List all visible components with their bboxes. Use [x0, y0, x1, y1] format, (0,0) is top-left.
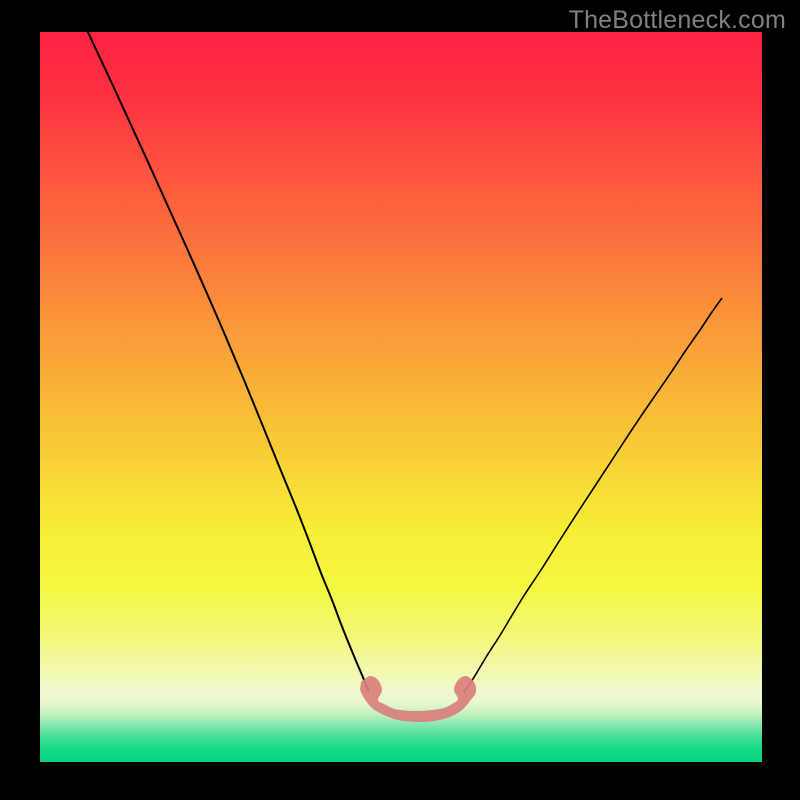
chart-container: TheBottleneck.com: [0, 0, 800, 800]
plot-area: [40, 32, 762, 762]
curve-right: [464, 298, 722, 692]
flat-band: [360, 676, 476, 722]
curves-overlay: [40, 32, 762, 762]
watermark-text: TheBottleneck.com: [569, 6, 786, 35]
curve-left: [73, 32, 369, 692]
